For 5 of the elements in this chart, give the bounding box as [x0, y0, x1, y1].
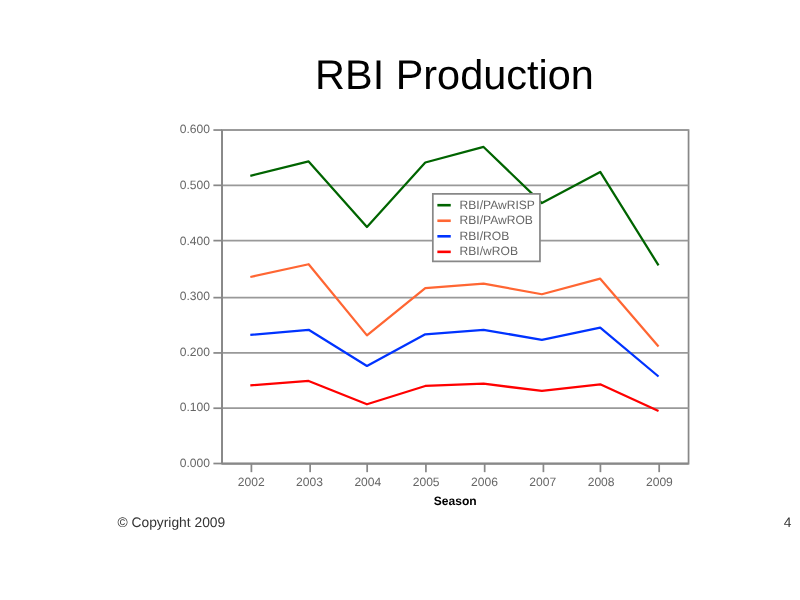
line-series [249, 379, 660, 413]
chart-title: RBI Production [315, 53, 594, 100]
line-series [249, 326, 660, 378]
line-series [249, 145, 660, 267]
line-series [249, 263, 660, 348]
